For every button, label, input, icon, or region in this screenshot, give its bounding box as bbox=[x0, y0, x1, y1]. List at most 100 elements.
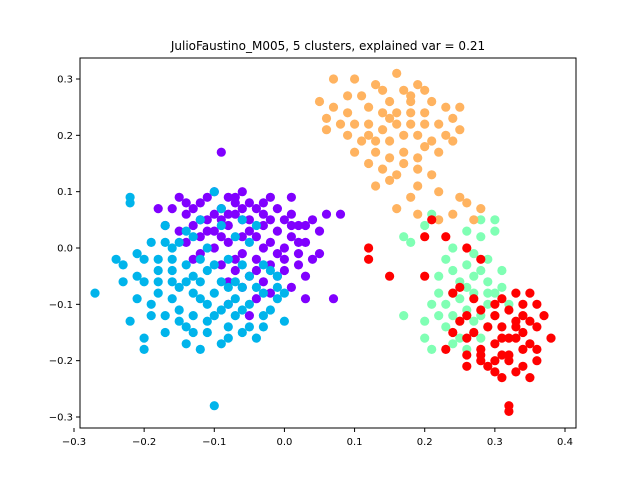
point-series-3-72 bbox=[385, 113, 395, 123]
point-series-0-20 bbox=[286, 232, 296, 242]
chart-title: JulioFaustino_M005, 5 clusters, explaine… bbox=[170, 39, 485, 53]
point-series-1-56 bbox=[160, 311, 170, 321]
point-series-4-7 bbox=[462, 243, 472, 253]
point-series-1-47 bbox=[272, 271, 282, 281]
point-series-0-70 bbox=[272, 249, 282, 259]
point-series-0-29 bbox=[251, 232, 261, 242]
point-series-2-4 bbox=[490, 215, 500, 225]
point-series-2-38 bbox=[399, 311, 409, 321]
point-series-4-38 bbox=[525, 288, 535, 298]
point-series-3-15 bbox=[364, 102, 374, 112]
x-tick-label: −0.2 bbox=[132, 437, 156, 448]
point-series-3-52 bbox=[427, 170, 437, 180]
point-series-1-66 bbox=[195, 294, 205, 304]
point-series-1-71 bbox=[230, 277, 240, 287]
point-series-4-59 bbox=[462, 361, 472, 371]
point-series-4-56 bbox=[504, 406, 514, 416]
point-series-0-42 bbox=[314, 249, 325, 259]
point-series-4-1 bbox=[364, 254, 374, 264]
point-series-3-31 bbox=[434, 119, 444, 129]
point-series-1-30 bbox=[202, 327, 212, 338]
point-series-3-39 bbox=[427, 136, 437, 146]
point-series-0-25 bbox=[195, 232, 205, 242]
point-series-2-20 bbox=[483, 299, 493, 309]
point-series-4-61 bbox=[497, 350, 507, 360]
point-series-4-53 bbox=[490, 299, 500, 309]
x-tick-label: 0.1 bbox=[347, 437, 363, 448]
point-series-2-24 bbox=[434, 288, 444, 298]
point-series-1-8 bbox=[125, 316, 135, 326]
y-tick-label: 0.3 bbox=[57, 75, 73, 86]
point-series-4-44 bbox=[469, 327, 479, 338]
point-series-3-3 bbox=[392, 68, 402, 78]
point-series-2-3 bbox=[476, 215, 486, 225]
point-series-1-79 bbox=[223, 282, 233, 292]
point-series-3-55 bbox=[413, 181, 423, 191]
point-series-0-57 bbox=[153, 204, 163, 214]
y-tick-label: −0.1 bbox=[49, 300, 73, 311]
point-series-0-40 bbox=[293, 260, 304, 270]
point-series-3-1 bbox=[350, 74, 360, 84]
point-series-0-52 bbox=[244, 311, 254, 321]
y-tick-label: −0.2 bbox=[49, 356, 73, 367]
point-series-4-9 bbox=[455, 282, 465, 292]
point-series-2-18 bbox=[455, 294, 465, 304]
y-axis: −0.3 −0.2 −0.1 0.0 0.1 0.2 0.3 bbox=[49, 75, 80, 424]
x-tick-label: 0.0 bbox=[276, 437, 292, 448]
point-series-3-64 bbox=[476, 204, 486, 214]
point-series-1-87 bbox=[216, 220, 226, 231]
point-series-2-25 bbox=[427, 299, 437, 309]
point-series-0-11 bbox=[174, 192, 184, 202]
point-series-0-91 bbox=[223, 192, 233, 202]
point-series-0-54 bbox=[328, 294, 339, 304]
point-series-1-21 bbox=[188, 311, 198, 321]
point-series-1-29 bbox=[209, 311, 219, 321]
point-series-1-59 bbox=[230, 311, 240, 321]
point-series-1-25 bbox=[195, 215, 205, 225]
point-series-3-47 bbox=[321, 125, 332, 135]
point-series-4-18 bbox=[483, 361, 493, 371]
point-series-0-72 bbox=[202, 226, 212, 236]
point-series-1-7 bbox=[132, 294, 142, 304]
point-series-3-60 bbox=[392, 204, 402, 214]
point-series-0-86 bbox=[181, 198, 191, 208]
point-series-0-84 bbox=[237, 204, 247, 214]
point-series-1-49 bbox=[209, 187, 219, 197]
point-series-3-33 bbox=[343, 130, 353, 140]
point-series-1-33 bbox=[223, 299, 233, 309]
point-series-0-7 bbox=[286, 209, 296, 219]
point-series-3-35 bbox=[371, 136, 381, 146]
point-series-3-19 bbox=[420, 108, 430, 118]
point-series-4-27 bbox=[525, 339, 535, 349]
point-series-4-30 bbox=[532, 322, 542, 332]
point-series-1-90 bbox=[188, 327, 198, 338]
point-series-0-61 bbox=[265, 192, 275, 202]
point-series-0-81 bbox=[293, 237, 304, 247]
point-series-2-27 bbox=[420, 333, 430, 343]
point-series-4-5 bbox=[420, 232, 430, 242]
point-series-1-86 bbox=[181, 226, 191, 236]
point-series-0-8 bbox=[300, 220, 311, 231]
point-series-3-36 bbox=[385, 136, 395, 146]
point-series-1-22 bbox=[188, 288, 198, 298]
point-series-3-18 bbox=[406, 108, 416, 118]
point-series-0-22 bbox=[167, 204, 177, 214]
point-series-3-42 bbox=[371, 147, 381, 157]
point-series-4-2 bbox=[385, 271, 395, 281]
point-series-3-32 bbox=[448, 113, 458, 123]
point-series-3-44 bbox=[399, 147, 409, 157]
point-series-1-6 bbox=[139, 254, 149, 264]
point-series-3-59 bbox=[406, 192, 416, 202]
point-series-0-65 bbox=[293, 220, 304, 231]
point-series-1-40 bbox=[244, 322, 254, 332]
point-series-0-83 bbox=[209, 209, 219, 219]
point-series-1-28 bbox=[209, 288, 219, 298]
point-series-3-68 bbox=[420, 142, 430, 152]
point-series-2-16 bbox=[483, 277, 493, 287]
point-series-0-62 bbox=[223, 209, 233, 219]
point-series-3-8 bbox=[343, 91, 353, 101]
point-series-4-13 bbox=[455, 316, 465, 326]
point-series-1-19 bbox=[174, 305, 184, 315]
point-series-4-46 bbox=[504, 356, 514, 366]
point-series-1-85 bbox=[160, 237, 170, 247]
